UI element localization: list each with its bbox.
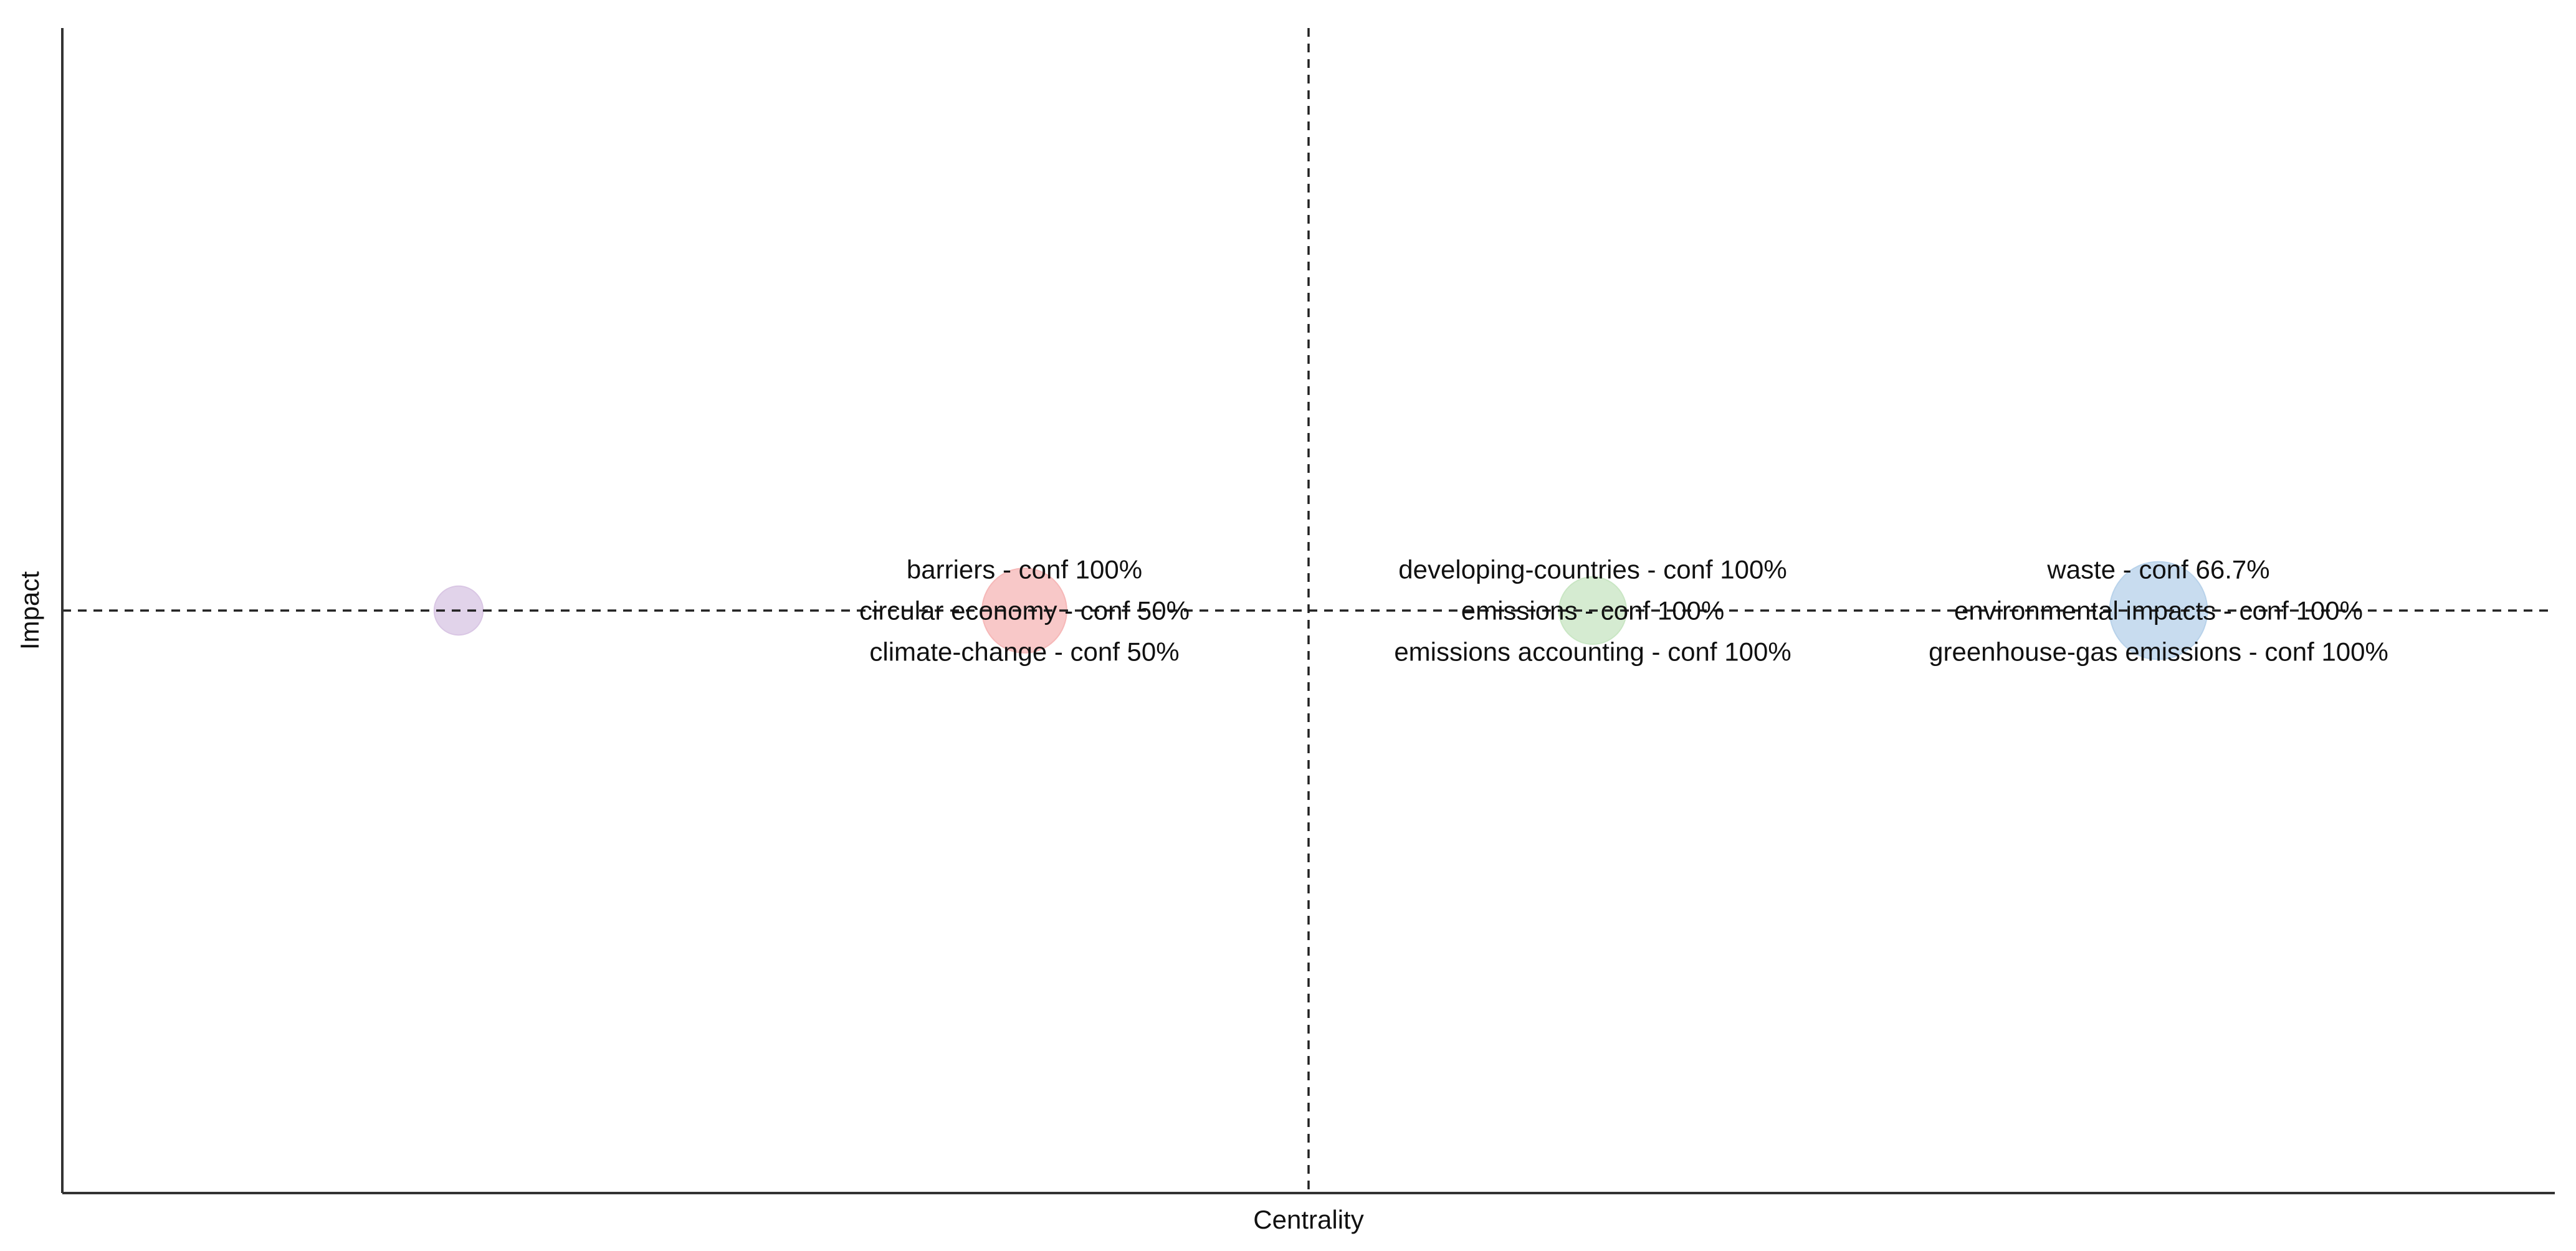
bubble-label-1-0: barriers - conf 100%	[907, 555, 1142, 584]
bubble-label-2-2: emissions accounting - conf 100%	[1394, 637, 1791, 667]
y-axis-title: Impact	[15, 571, 44, 650]
label-layer: barriers - conf 100% circular economy - c…	[859, 555, 2388, 667]
bubble-label-1-1: circular economy - conf 50%	[859, 596, 1190, 626]
bubble-label-3-0: waste - conf 66.7%	[2046, 555, 2269, 584]
bubble-label-2-0: developing-countries - conf 100%	[1398, 555, 1787, 584]
bubble-label-2-1: emissions - conf 100%	[1461, 596, 1725, 626]
bubble-label-3-2: greenhouse-gas emissions - conf 100%	[1929, 637, 2388, 667]
bubble-label-3-1: environmental impacts - conf 100%	[1954, 596, 2363, 626]
bubble-label-1-2: climate-change - conf 50%	[869, 637, 1179, 667]
x-axis-title: Centrality	[1253, 1205, 1363, 1234]
